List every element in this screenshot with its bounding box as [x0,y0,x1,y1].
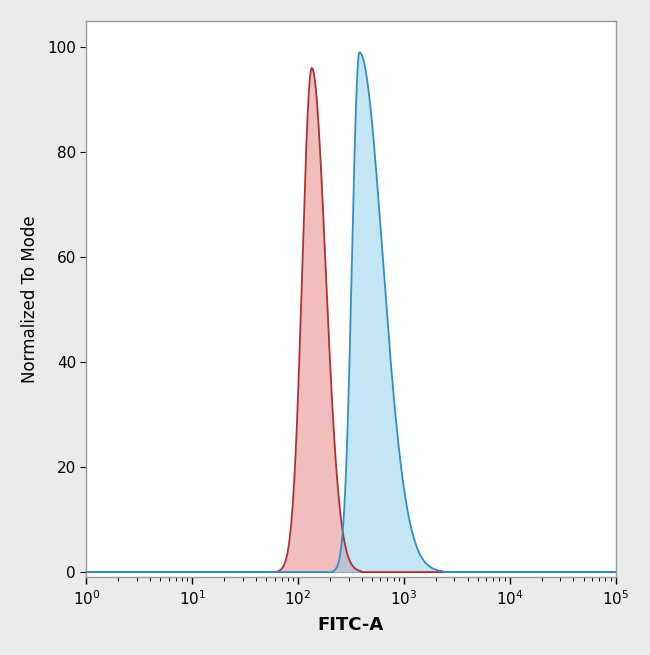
X-axis label: FITC-A: FITC-A [318,616,384,634]
Y-axis label: Normalized To Mode: Normalized To Mode [21,215,39,383]
